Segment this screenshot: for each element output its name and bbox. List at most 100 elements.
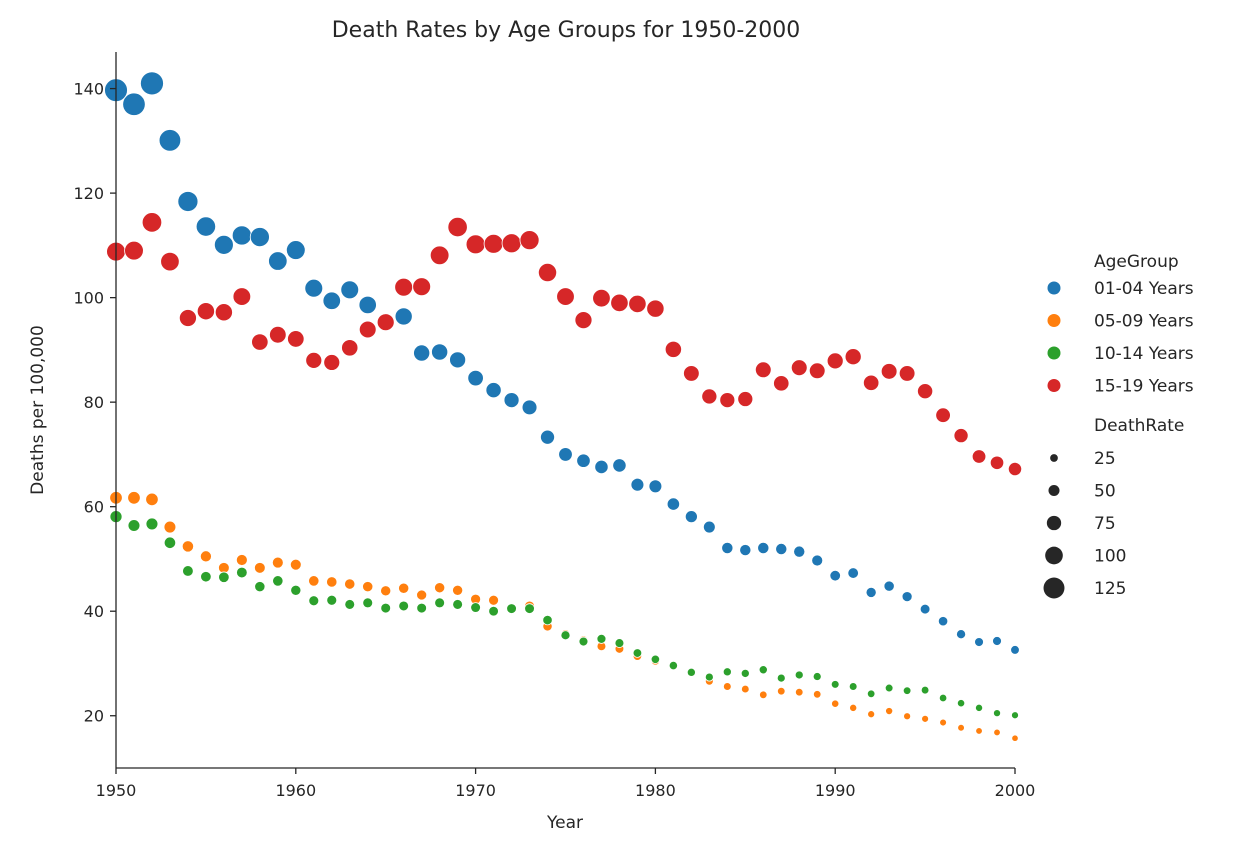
data-point bbox=[919, 603, 931, 615]
data-point bbox=[632, 648, 643, 658]
legend-label: 15-19 Years bbox=[1094, 377, 1194, 397]
data-point bbox=[610, 293, 629, 313]
data-point bbox=[992, 636, 1002, 646]
data-point bbox=[145, 517, 159, 531]
data-point bbox=[452, 584, 464, 596]
data-point bbox=[271, 556, 284, 569]
data-point bbox=[236, 566, 248, 579]
data-point bbox=[666, 497, 680, 511]
data-point bbox=[447, 216, 468, 238]
data-point bbox=[650, 654, 661, 664]
data-point bbox=[140, 71, 164, 96]
data-point bbox=[703, 520, 716, 534]
data-point bbox=[830, 680, 840, 689]
data-point bbox=[177, 191, 199, 212]
data-point bbox=[612, 458, 627, 473]
data-point bbox=[181, 540, 194, 553]
data-point bbox=[413, 344, 431, 362]
legend-size-label: 75 bbox=[1094, 514, 1116, 534]
data-point bbox=[939, 718, 947, 727]
data-point bbox=[434, 597, 445, 609]
data-point bbox=[269, 325, 287, 344]
data-point bbox=[251, 333, 269, 351]
data-point bbox=[594, 459, 609, 475]
data-point bbox=[957, 723, 965, 732]
data-point bbox=[394, 277, 414, 297]
data-point bbox=[182, 565, 194, 577]
series-05-09-years bbox=[109, 491, 1019, 742]
data-point bbox=[704, 672, 714, 682]
data-point bbox=[308, 575, 320, 587]
data-point bbox=[884, 683, 894, 693]
legend-size-marker bbox=[1043, 577, 1065, 599]
data-point bbox=[849, 703, 858, 712]
data-point bbox=[737, 391, 754, 407]
series-01-04-years bbox=[104, 71, 1020, 655]
data-point bbox=[268, 251, 288, 271]
data-point bbox=[974, 637, 984, 647]
data-point bbox=[163, 520, 177, 534]
legend-hue-title: AgeGroup bbox=[1094, 252, 1179, 272]
legend-size-marker bbox=[1050, 454, 1058, 462]
data-point bbox=[975, 727, 983, 735]
data-point bbox=[953, 428, 969, 444]
legend-label: 05-09 Years bbox=[1094, 312, 1194, 332]
y-axis-ticks: 20 40 60 80 100 120 140 bbox=[73, 80, 116, 726]
data-point bbox=[249, 227, 270, 248]
data-point bbox=[683, 365, 700, 382]
data-point bbox=[812, 672, 822, 681]
data-point bbox=[686, 667, 696, 677]
x-axis-label: Year bbox=[546, 813, 583, 833]
data-point bbox=[127, 491, 141, 505]
data-point bbox=[808, 362, 826, 380]
data-point bbox=[358, 295, 377, 315]
data-point bbox=[811, 554, 824, 567]
data-point bbox=[971, 449, 987, 464]
y-tick-label: 120 bbox=[73, 184, 104, 203]
data-point bbox=[289, 558, 302, 571]
data-point bbox=[721, 541, 734, 555]
data-point bbox=[213, 234, 234, 255]
data-point bbox=[254, 562, 266, 574]
data-point bbox=[630, 477, 645, 492]
legend-size-label: 125 bbox=[1094, 579, 1126, 599]
y-tick-label: 80 bbox=[84, 393, 104, 412]
data-point bbox=[880, 363, 898, 380]
x-tick-label: 1980 bbox=[635, 781, 676, 800]
data-point bbox=[503, 392, 520, 408]
series-10-14-years bbox=[109, 510, 1019, 720]
data-point bbox=[867, 710, 876, 719]
legend-size-marker bbox=[1046, 515, 1062, 531]
data-point bbox=[903, 712, 912, 721]
data-point bbox=[358, 320, 377, 339]
data-point bbox=[380, 585, 392, 597]
data-point bbox=[122, 92, 146, 116]
data-point bbox=[777, 686, 786, 696]
data-point bbox=[866, 689, 876, 698]
legend-size-label: 25 bbox=[1094, 449, 1116, 469]
data-point bbox=[847, 567, 859, 579]
legend-size-marker bbox=[1045, 546, 1063, 565]
data-point bbox=[956, 629, 967, 640]
series-15-19-years bbox=[106, 212, 1023, 477]
data-point bbox=[141, 212, 163, 233]
y-tick-label: 140 bbox=[73, 80, 104, 99]
data-point bbox=[989, 455, 1005, 470]
data-point bbox=[540, 429, 555, 445]
data-point bbox=[214, 303, 233, 322]
data-point bbox=[558, 447, 573, 462]
data-point bbox=[794, 670, 804, 680]
data-point bbox=[344, 599, 356, 610]
data-point bbox=[235, 554, 248, 566]
data-point bbox=[646, 299, 665, 318]
data-point bbox=[290, 584, 302, 596]
data-point bbox=[902, 686, 912, 695]
data-point bbox=[668, 660, 678, 671]
legend: AgeGroup DeathRate 01-04 Years 05-09 Year… bbox=[1043, 252, 1194, 599]
data-point bbox=[232, 287, 252, 306]
legend-size-title: DeathRate bbox=[1094, 416, 1184, 436]
data-point bbox=[483, 233, 504, 254]
data-point bbox=[813, 690, 822, 699]
x-tick-label: 1960 bbox=[275, 781, 316, 800]
